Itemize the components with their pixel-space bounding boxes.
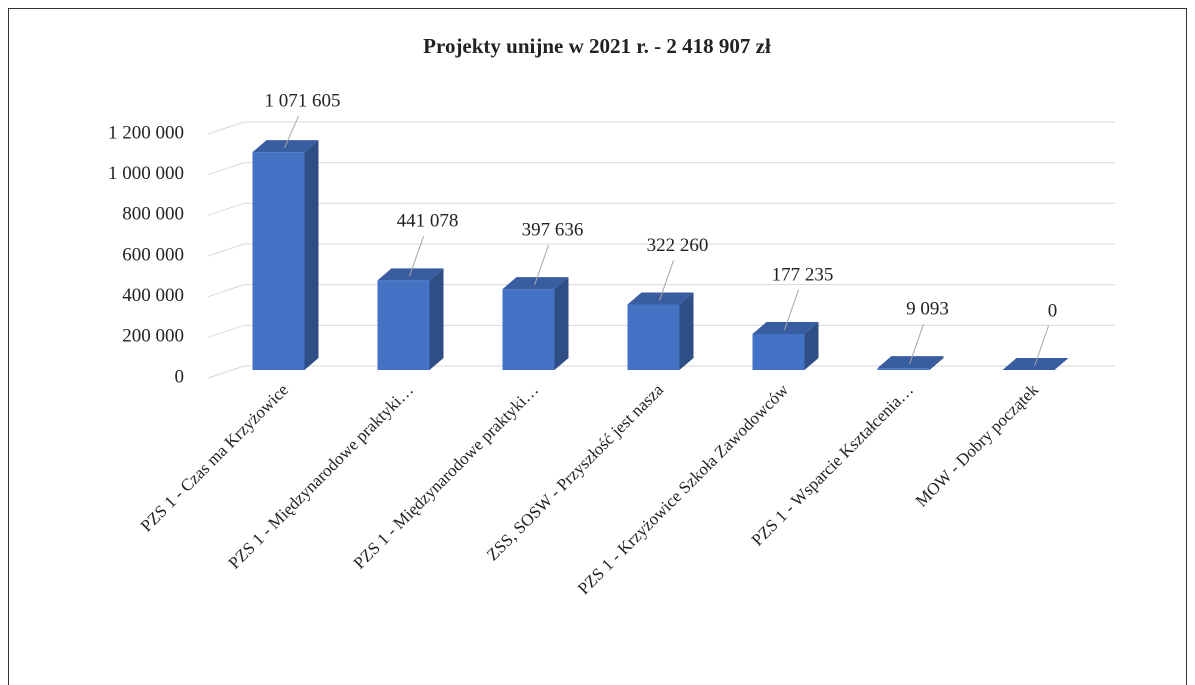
bar <box>502 277 569 370</box>
chart-frame <box>8 8 1187 685</box>
bar <box>627 292 694 370</box>
bar-side <box>804 321 819 370</box>
leader-line <box>909 323 924 365</box>
y-tick-label: 1 200 000 <box>108 122 184 143</box>
bar-front <box>877 368 930 370</box>
value-label: 1 071 605 <box>265 90 341 111</box>
y-tick-label: 0 <box>175 366 185 387</box>
leader-line <box>534 244 549 286</box>
bar-side <box>929 356 944 370</box>
y-tick-label: 800 000 <box>122 204 184 225</box>
y-tick-label: 200 000 <box>122 326 184 347</box>
grid-line <box>207 324 1115 338</box>
bar-side <box>304 140 319 370</box>
value-label: 441 078 <box>397 211 459 232</box>
bar-front <box>502 289 555 370</box>
bar-front <box>377 280 430 370</box>
grid-line <box>207 162 1115 176</box>
grid-line <box>207 243 1115 257</box>
leader-line <box>284 115 299 149</box>
y-tick-label: 1 000 000 <box>108 163 184 184</box>
bar-front <box>627 304 680 370</box>
grid-line <box>207 121 1115 135</box>
value-label: 0 <box>1048 300 1058 321</box>
bar <box>252 140 319 370</box>
leader-line <box>409 236 424 277</box>
y-tick-label: 600 000 <box>122 244 184 265</box>
bar <box>377 268 444 370</box>
leader-line <box>659 260 674 301</box>
value-label: 177 235 <box>772 264 834 285</box>
value-label: 397 636 <box>522 220 584 241</box>
value-label: 322 260 <box>647 235 709 256</box>
grid-line <box>207 365 1115 379</box>
bar-front <box>752 333 805 370</box>
y-tick-label: 400 000 <box>122 285 184 306</box>
grid-line <box>207 202 1115 216</box>
bar-side <box>429 268 444 370</box>
grid-line <box>207 284 1115 298</box>
bar-side <box>554 277 569 370</box>
bar <box>752 321 819 370</box>
leader-line <box>1034 325 1049 367</box>
bar-side <box>679 292 694 370</box>
chart-title: Projekty unijne w 2021 r. - 2 418 907 zł <box>423 34 771 58</box>
leader-line <box>784 289 799 331</box>
value-label: 9 093 <box>906 299 949 320</box>
bar-front <box>252 152 305 370</box>
